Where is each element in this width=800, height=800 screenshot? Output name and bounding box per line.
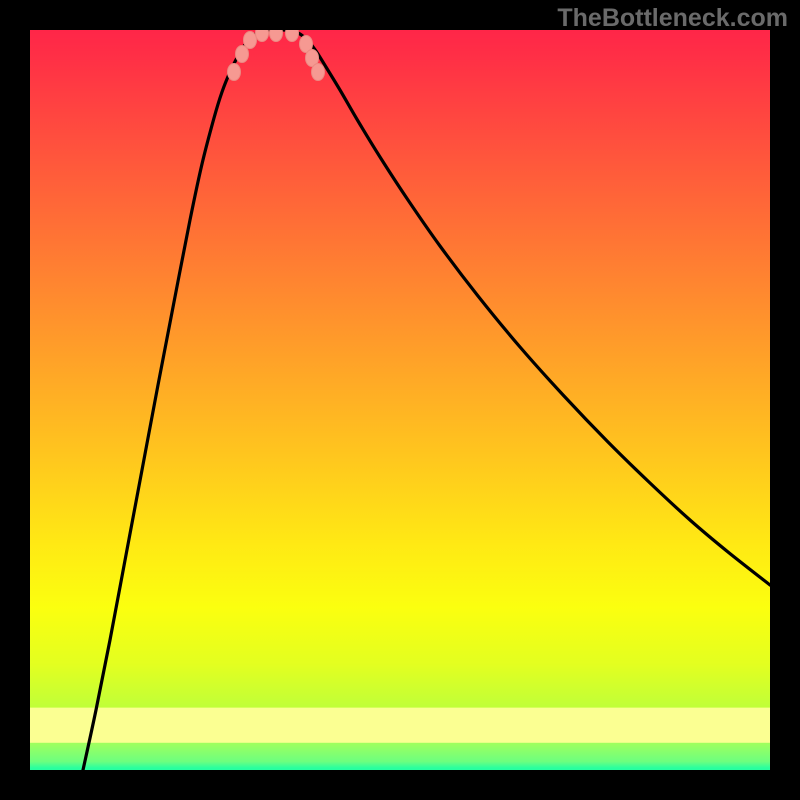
curve-marker — [228, 64, 241, 81]
curve-marker — [312, 64, 325, 81]
chart-canvas: TheBottleneck.com — [0, 0, 800, 800]
curve-marker — [270, 25, 283, 42]
bottleneck-curve — [83, 30, 770, 770]
curve-marker — [236, 46, 249, 63]
watermark-text: TheBottleneck.com — [557, 4, 788, 33]
curve-marker — [256, 25, 269, 42]
curve-marker — [286, 25, 299, 42]
bottleneck-curve-svg — [0, 0, 800, 800]
curve-marker — [244, 32, 257, 49]
